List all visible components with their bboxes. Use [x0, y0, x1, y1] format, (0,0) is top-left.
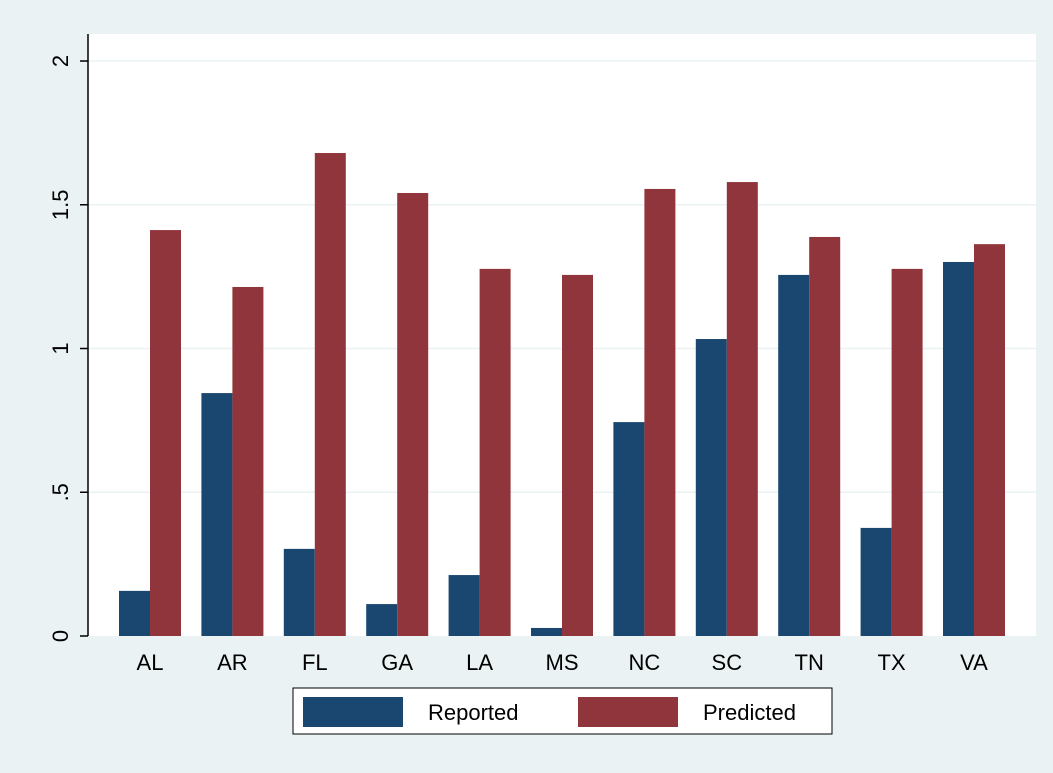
bar	[119, 590, 150, 636]
bars	[119, 153, 1005, 637]
bar	[809, 236, 841, 637]
x-tick-label: TX	[878, 650, 906, 675]
bar	[644, 188, 676, 637]
bar	[366, 604, 398, 636]
x-tick-label: VA	[960, 650, 988, 675]
x-tick-label: AL	[137, 650, 164, 675]
y-tick-label: 2	[48, 55, 73, 67]
bar	[314, 153, 346, 636]
bar	[726, 182, 758, 637]
bar	[201, 393, 233, 636]
bar	[974, 244, 1005, 636]
x-tick-label: AR	[217, 650, 248, 675]
bar	[778, 274, 810, 636]
legend-label: Predicted	[703, 700, 796, 725]
bar	[283, 548, 315, 636]
legend-swatch	[578, 697, 678, 727]
legend-label: Reported	[428, 700, 519, 725]
bar	[479, 268, 511, 636]
bar	[891, 268, 923, 636]
x-tick-label: LA	[466, 650, 493, 675]
x-tick-label: GA	[381, 650, 413, 675]
x-tick-label: NC	[629, 650, 661, 675]
y-tick-label: .5	[48, 483, 73, 501]
y-tick-label: 1.5	[48, 189, 73, 220]
bar	[531, 627, 562, 636]
bar	[150, 230, 181, 636]
bar	[695, 339, 727, 636]
bar	[448, 575, 480, 636]
legend-swatch	[303, 697, 403, 727]
bar	[943, 261, 974, 636]
bar	[397, 192, 429, 636]
bar	[232, 286, 264, 636]
x-tick-label: FL	[302, 650, 328, 675]
x-tick-label: TN	[795, 650, 824, 675]
bar	[562, 274, 593, 636]
x-tick-label: SC	[712, 650, 743, 675]
bar	[860, 527, 892, 636]
bar	[613, 422, 645, 636]
y-tick-label: 0	[48, 630, 73, 642]
x-tick-label: MS	[546, 650, 579, 675]
y-tick-label: 1	[48, 342, 73, 354]
